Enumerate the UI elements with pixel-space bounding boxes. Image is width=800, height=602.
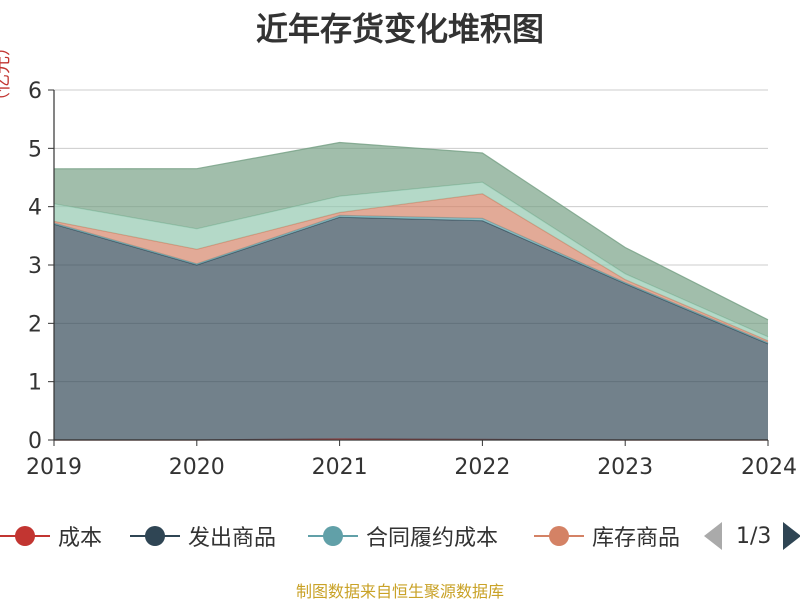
x-tick-label: 2021: [312, 455, 368, 480]
legend-item-shipped-goods[interactable]: 发出商品: [130, 516, 276, 556]
area-series-5: [54, 142, 768, 337]
legend-symbol-contract-cost: [308, 516, 358, 556]
data-source-note: 制图数据来自恒生聚源数据库: [295, 582, 504, 601]
legend: 成本 发出商品 合同履约成本 库存商品: [0, 516, 690, 556]
legend-label: 合同履约成本: [366, 526, 499, 551]
area-series-4: [54, 182, 768, 341]
legend-next-page-icon[interactable]: [783, 522, 800, 550]
y-tick-label: 2: [28, 312, 42, 337]
legend-prev-page-icon[interactable]: [704, 522, 722, 550]
legend-label: 发出商品: [188, 526, 277, 551]
x-tick-label: 2023: [597, 455, 653, 480]
y-tick-label: 1: [28, 371, 42, 396]
legend-pager: 1/3: [700, 516, 800, 556]
x-tick-label: 2024: [741, 455, 797, 480]
y-tick-label: 5: [28, 137, 42, 162]
area-series-1: [54, 217, 768, 440]
y-tick-label: 6: [28, 79, 42, 104]
y-axis-label: （亿元）: [0, 38, 13, 110]
legend-symbol-inventory-goods: [534, 516, 584, 556]
legend-item-cost[interactable]: 成本: [0, 516, 102, 556]
y-tick-label: 3: [28, 254, 42, 279]
legend-symbol-cost: [0, 516, 50, 556]
legend-item-inventory-goods[interactable]: 库存商品: [534, 516, 680, 556]
y-tick-label: 4: [28, 196, 42, 221]
legend-label: 库存商品: [592, 526, 681, 551]
area-series-line-5: [53, 141, 769, 321]
x-tick-label: 2020: [169, 455, 225, 480]
legend-page-indicator: 1/3: [736, 523, 772, 549]
legend-label: 成本: [58, 526, 103, 551]
y-tick-label: 0: [28, 429, 42, 454]
legend-item-contract-cost[interactable]: 合同履约成本: [308, 516, 498, 556]
x-tick-label: 2019: [26, 455, 82, 480]
legend-symbol-shipped-goods: [130, 516, 180, 556]
chart-title: 近年存货变化堆积图: [255, 10, 544, 48]
x-tick-label: 2022: [454, 455, 510, 480]
